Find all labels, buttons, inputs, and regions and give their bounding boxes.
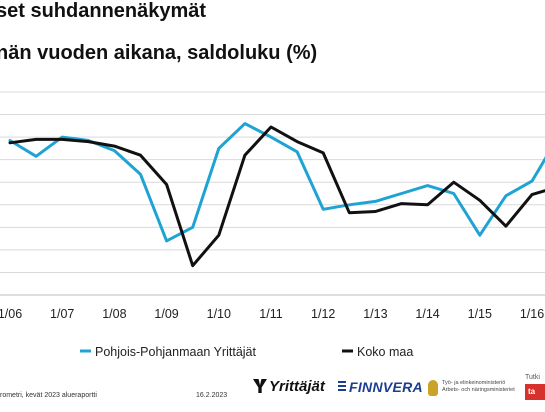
x-tick-label: 1/16	[520, 307, 544, 321]
legend-label: Pohjois-Pohjanmaan Yrittäjät	[95, 345, 257, 359]
series-line-koko-maa	[8, 125, 545, 268]
x-tick-label: 1/07	[50, 307, 74, 321]
tutki-logo-box: ta	[525, 384, 545, 400]
x-tick-label: 1/08	[102, 307, 126, 321]
chart-title-line-1: set suhdannenäkymät	[0, 0, 207, 22]
finnvera-mark-icon	[338, 381, 346, 393]
x-tick-label: 1/14	[415, 307, 439, 321]
footer-source: rometri, kevät 2023 alueraportti	[0, 392, 97, 399]
finnvera-logo: FINNVERA	[338, 379, 423, 395]
legend-label: Koko maa	[357, 345, 413, 359]
tutki-logo-text: Tutki	[525, 374, 540, 381]
yrittajat-logo: Yrittäjät	[253, 378, 325, 395]
x-tick-label: 1/10	[207, 307, 231, 321]
legend: Pohjois-Pohjanmaan Yrittäjät Koko maa	[80, 345, 413, 359]
finnvera-logo-text: FINNVERA	[349, 379, 423, 395]
series-line-pohjois-pohjanmaa	[8, 122, 545, 243]
x-axis-ticks: 1/06 1/07 1/08 1/09 1/10 1/11 1/12 1/13 1/14 1/15…	[0, 307, 544, 321]
yrittajat-logo-text: Yrittäjät	[269, 378, 325, 395]
ministry-logo-text-fi: Työ- ja elinkeinoministeriö	[442, 380, 506, 386]
ministry-crest-icon	[428, 380, 438, 396]
x-tick-label: 1/11	[259, 307, 282, 321]
ministry-logo-text-sv: Arbets- och näringsministeriet	[442, 387, 515, 393]
footer-date: 16.2.2023	[196, 392, 228, 399]
x-tick-label: 1/15	[468, 307, 492, 321]
x-tick-label: 1/13	[363, 307, 387, 321]
grid-lines	[0, 91, 545, 296]
chart-title-line-2: nän vuoden aikana, saldoluku (%)	[0, 42, 318, 64]
x-tick-label: 1/09	[154, 307, 178, 321]
yrittajat-mark-icon	[253, 379, 267, 393]
x-tick-label: 1/12	[311, 307, 335, 321]
footer: rometri, kevät 2023 alueraportti 16.2.20…	[0, 372, 545, 412]
x-tick-label: 1/06	[0, 307, 22, 321]
series-lines	[8, 122, 545, 268]
